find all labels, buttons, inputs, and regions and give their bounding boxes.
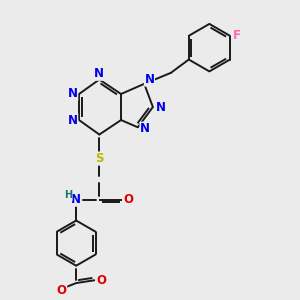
Text: F: F bbox=[233, 29, 241, 42]
Text: N: N bbox=[68, 88, 78, 100]
Text: H: H bbox=[64, 190, 72, 200]
Text: N: N bbox=[68, 114, 78, 127]
Text: O: O bbox=[124, 193, 134, 206]
Text: N: N bbox=[156, 100, 166, 113]
Text: N: N bbox=[144, 73, 154, 86]
Text: N: N bbox=[140, 122, 150, 135]
Text: O: O bbox=[57, 284, 67, 297]
Text: N: N bbox=[71, 193, 81, 206]
Text: N: N bbox=[94, 67, 104, 80]
Text: O: O bbox=[96, 274, 106, 287]
Text: S: S bbox=[95, 152, 103, 165]
